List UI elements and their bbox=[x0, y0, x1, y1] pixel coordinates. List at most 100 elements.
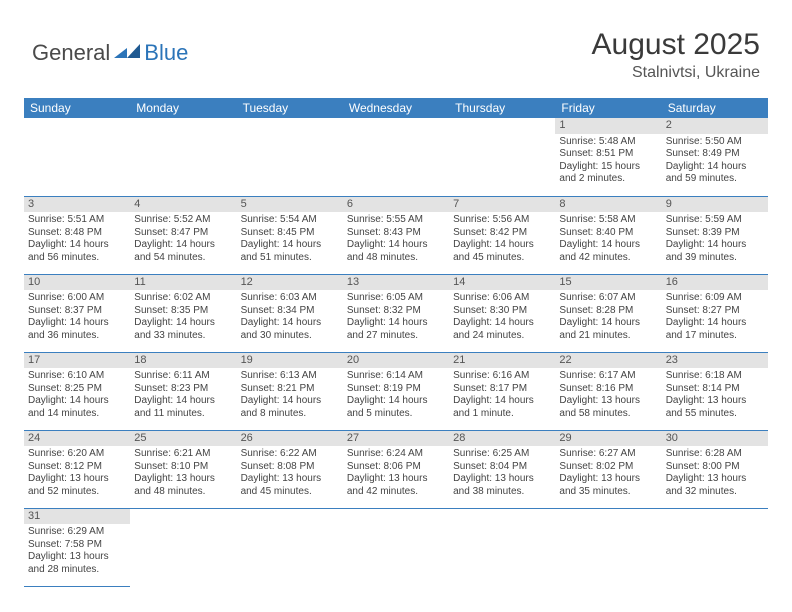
daylight-text: and 11 minutes. bbox=[134, 408, 232, 421]
calendar-cell bbox=[343, 508, 449, 586]
daylight-text: and 58 minutes. bbox=[559, 408, 657, 421]
daylight-text: Daylight: 14 hours bbox=[666, 161, 764, 174]
daylight-text: and 42 minutes. bbox=[347, 486, 445, 499]
sunrise-text: Sunrise: 6:07 AM bbox=[559, 292, 657, 305]
day-number: 1 bbox=[555, 118, 661, 134]
sunset-text: Sunset: 8:10 PM bbox=[134, 461, 232, 474]
day-number: 27 bbox=[343, 431, 449, 447]
month-title: August 2025 bbox=[592, 28, 760, 62]
dayname-cell: Thursday bbox=[449, 98, 555, 118]
day-details: Sunrise: 6:22 AMSunset: 8:08 PMDaylight:… bbox=[237, 446, 343, 502]
calendar-cell: 3Sunrise: 5:51 AMSunset: 8:48 PMDaylight… bbox=[24, 196, 130, 274]
calendar-row: 24Sunrise: 6:20 AMSunset: 8:12 PMDayligh… bbox=[24, 430, 768, 508]
day-number: 22 bbox=[555, 353, 661, 369]
calendar-cell: 2Sunrise: 5:50 AMSunset: 8:49 PMDaylight… bbox=[662, 118, 768, 196]
sunrise-text: Sunrise: 5:52 AM bbox=[134, 214, 232, 227]
sunset-text: Sunset: 7:58 PM bbox=[28, 539, 126, 552]
sunrise-text: Sunrise: 5:59 AM bbox=[666, 214, 764, 227]
day-details: Sunrise: 6:06 AMSunset: 8:30 PMDaylight:… bbox=[449, 290, 555, 346]
daylight-text: and 21 minutes. bbox=[559, 330, 657, 343]
calendar-cell bbox=[237, 508, 343, 586]
day-details: Sunrise: 6:05 AMSunset: 8:32 PMDaylight:… bbox=[343, 290, 449, 346]
logo-text-2: Blue bbox=[144, 40, 188, 66]
daylight-text: and 56 minutes. bbox=[28, 252, 126, 265]
daylight-text: and 27 minutes. bbox=[347, 330, 445, 343]
sunset-text: Sunset: 8:19 PM bbox=[347, 383, 445, 396]
daylight-text: and 28 minutes. bbox=[28, 564, 126, 577]
sunset-text: Sunset: 8:37 PM bbox=[28, 305, 126, 318]
daylight-text: and 24 minutes. bbox=[453, 330, 551, 343]
calendar-row: 10Sunrise: 6:00 AMSunset: 8:37 PMDayligh… bbox=[24, 274, 768, 352]
daylight-text: and 54 minutes. bbox=[134, 252, 232, 265]
calendar-row: 3Sunrise: 5:51 AMSunset: 8:48 PMDaylight… bbox=[24, 196, 768, 274]
calendar-row: 17Sunrise: 6:10 AMSunset: 8:25 PMDayligh… bbox=[24, 352, 768, 430]
sunset-text: Sunset: 8:08 PM bbox=[241, 461, 339, 474]
sunrise-text: Sunrise: 6:05 AM bbox=[347, 292, 445, 305]
sunrise-text: Sunrise: 6:29 AM bbox=[28, 526, 126, 539]
sunset-text: Sunset: 8:39 PM bbox=[666, 227, 764, 240]
daylight-text: Daylight: 14 hours bbox=[347, 395, 445, 408]
sunset-text: Sunset: 8:23 PM bbox=[134, 383, 232, 396]
sunset-text: Sunset: 8:06 PM bbox=[347, 461, 445, 474]
day-details: Sunrise: 6:29 AMSunset: 7:58 PMDaylight:… bbox=[24, 524, 130, 580]
day-details: Sunrise: 6:25 AMSunset: 8:04 PMDaylight:… bbox=[449, 446, 555, 502]
sunrise-text: Sunrise: 5:58 AM bbox=[559, 214, 657, 227]
sunrise-text: Sunrise: 6:21 AM bbox=[134, 448, 232, 461]
daylight-text: Daylight: 14 hours bbox=[28, 317, 126, 330]
day-details: Sunrise: 6:13 AMSunset: 8:21 PMDaylight:… bbox=[237, 368, 343, 424]
calendar-row: 1Sunrise: 5:48 AMSunset: 8:51 PMDaylight… bbox=[24, 118, 768, 196]
calendar-cell bbox=[130, 118, 236, 196]
day-number: 16 bbox=[662, 275, 768, 291]
calendar-cell bbox=[449, 118, 555, 196]
calendar-cell: 22Sunrise: 6:17 AMSunset: 8:16 PMDayligh… bbox=[555, 352, 661, 430]
daylight-text: and 55 minutes. bbox=[666, 408, 764, 421]
sunset-text: Sunset: 8:43 PM bbox=[347, 227, 445, 240]
calendar-cell: 19Sunrise: 6:13 AMSunset: 8:21 PMDayligh… bbox=[237, 352, 343, 430]
sunset-text: Sunset: 8:35 PM bbox=[134, 305, 232, 318]
day-details: Sunrise: 6:24 AMSunset: 8:06 PMDaylight:… bbox=[343, 446, 449, 502]
sunset-text: Sunset: 8:51 PM bbox=[559, 148, 657, 161]
sunset-text: Sunset: 8:21 PM bbox=[241, 383, 339, 396]
flag-icon bbox=[114, 44, 140, 62]
sunset-text: Sunset: 8:40 PM bbox=[559, 227, 657, 240]
sunrise-text: Sunrise: 6:18 AM bbox=[666, 370, 764, 383]
daylight-text: and 48 minutes. bbox=[134, 486, 232, 499]
daylight-text: and 48 minutes. bbox=[347, 252, 445, 265]
daylight-text: and 1 minute. bbox=[453, 408, 551, 421]
day-number: 12 bbox=[237, 275, 343, 291]
calendar-cell: 7Sunrise: 5:56 AMSunset: 8:42 PMDaylight… bbox=[449, 196, 555, 274]
day-details: Sunrise: 6:10 AMSunset: 8:25 PMDaylight:… bbox=[24, 368, 130, 424]
dayname-cell: Tuesday bbox=[237, 98, 343, 118]
calendar-cell: 25Sunrise: 6:21 AMSunset: 8:10 PMDayligh… bbox=[130, 430, 236, 508]
day-number: 28 bbox=[449, 431, 555, 447]
day-details: Sunrise: 6:28 AMSunset: 8:00 PMDaylight:… bbox=[662, 446, 768, 502]
daylight-text: Daylight: 14 hours bbox=[241, 317, 339, 330]
day-details: Sunrise: 6:02 AMSunset: 8:35 PMDaylight:… bbox=[130, 290, 236, 346]
day-number: 14 bbox=[449, 275, 555, 291]
daylight-text: Daylight: 13 hours bbox=[28, 551, 126, 564]
calendar-cell: 16Sunrise: 6:09 AMSunset: 8:27 PMDayligh… bbox=[662, 274, 768, 352]
day-number: 24 bbox=[24, 431, 130, 447]
day-number: 2 bbox=[662, 118, 768, 134]
day-number: 29 bbox=[555, 431, 661, 447]
calendar-cell: 8Sunrise: 5:58 AMSunset: 8:40 PMDaylight… bbox=[555, 196, 661, 274]
sunrise-text: Sunrise: 6:27 AM bbox=[559, 448, 657, 461]
daylight-text: and 33 minutes. bbox=[134, 330, 232, 343]
calendar-cell: 9Sunrise: 5:59 AMSunset: 8:39 PMDaylight… bbox=[662, 196, 768, 274]
daylight-text: Daylight: 13 hours bbox=[559, 473, 657, 486]
location: Stalnivtsi, Ukraine bbox=[592, 64, 760, 82]
sunrise-text: Sunrise: 6:03 AM bbox=[241, 292, 339, 305]
sunrise-text: Sunrise: 6:17 AM bbox=[559, 370, 657, 383]
calendar-row: 31Sunrise: 6:29 AMSunset: 7:58 PMDayligh… bbox=[24, 508, 768, 586]
sunrise-text: Sunrise: 6:00 AM bbox=[28, 292, 126, 305]
day-number: 30 bbox=[662, 431, 768, 447]
header: General Blue August 2025 Stalnivtsi, Ukr… bbox=[0, 0, 792, 92]
sunrise-text: Sunrise: 6:20 AM bbox=[28, 448, 126, 461]
day-details: Sunrise: 6:09 AMSunset: 8:27 PMDaylight:… bbox=[662, 290, 768, 346]
sunset-text: Sunset: 8:28 PM bbox=[559, 305, 657, 318]
dayname-cell: Saturday bbox=[662, 98, 768, 118]
sunset-text: Sunset: 8:02 PM bbox=[559, 461, 657, 474]
sunset-text: Sunset: 8:45 PM bbox=[241, 227, 339, 240]
daylight-text: Daylight: 13 hours bbox=[241, 473, 339, 486]
day-details: Sunrise: 6:07 AMSunset: 8:28 PMDaylight:… bbox=[555, 290, 661, 346]
